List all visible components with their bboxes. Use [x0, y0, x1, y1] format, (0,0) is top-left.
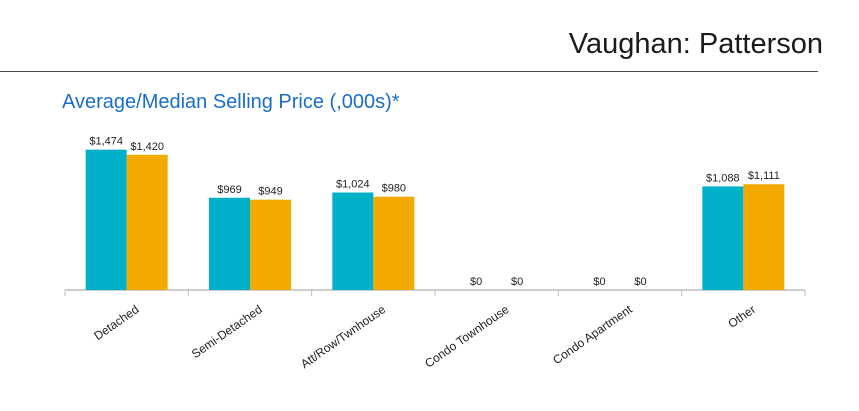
data-label-average-4: $0	[470, 276, 482, 288]
data-label-median-4: $0	[511, 276, 523, 288]
data-label-average-1: $1,474	[89, 136, 123, 148]
bar-median-1	[126, 154, 168, 290]
bar-median-6	[743, 184, 785, 290]
category-label-1: Detached	[91, 302, 141, 343]
bar-median-2	[250, 199, 291, 290]
category-label-4: Condo Townhouse	[422, 302, 512, 371]
chart-title: Average/Median Selling Price (,000s)*	[62, 91, 400, 113]
data-label-average-5: $0	[593, 276, 605, 288]
data-label-average-6: $1,088	[706, 172, 740, 184]
bar-average-6	[702, 186, 744, 290]
bar-average-1	[85, 149, 127, 290]
page-title: Vaughan: Patterson	[568, 28, 823, 60]
data-label-average-2: $969	[217, 184, 241, 196]
header-divider	[0, 71, 818, 72]
bar-average-3	[332, 192, 374, 290]
data-label-average-3: $1,024	[336, 179, 370, 191]
category-label-3: Att/Row/Twnhouse	[298, 302, 388, 371]
data-label-median-6: $1,111	[748, 170, 780, 182]
data-label-median-3: $980	[382, 183, 406, 195]
category-label-2: Semi-Detached	[189, 302, 265, 361]
data-label-median-5: $0	[634, 276, 646, 288]
bar-average-2	[209, 197, 250, 290]
data-label-median-2: $949	[258, 186, 282, 198]
category-label-6: Other	[725, 302, 758, 331]
bar-median-3	[373, 196, 415, 290]
category-label-5: Condo Apartment	[550, 302, 635, 367]
data-label-median-1: $1,420	[130, 141, 164, 153]
